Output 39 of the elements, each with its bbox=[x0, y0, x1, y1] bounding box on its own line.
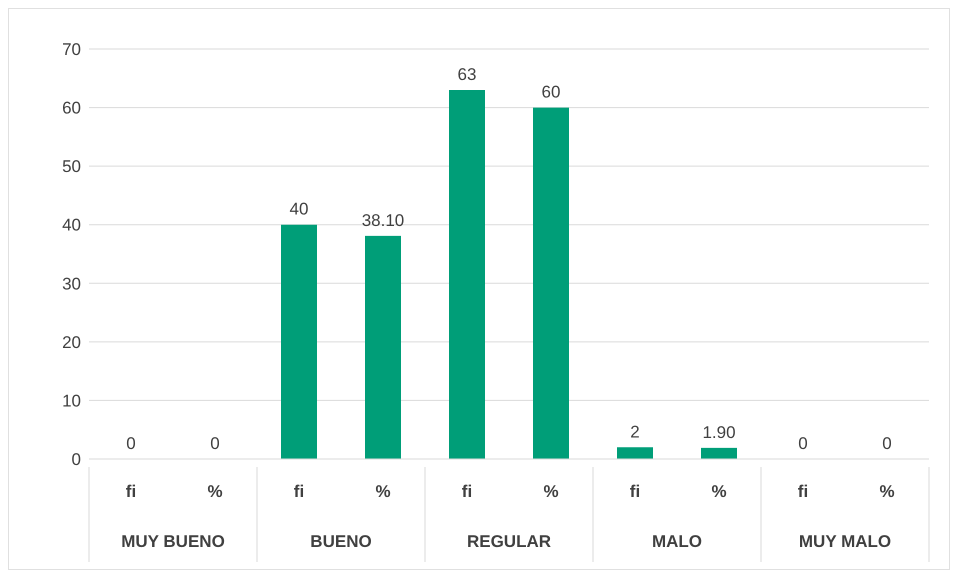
y-tick-label: 0 bbox=[72, 450, 81, 470]
x-tick-label: fi bbox=[294, 482, 304, 501]
x-tick-label: % bbox=[207, 482, 223, 501]
data-label: 60 bbox=[542, 82, 560, 102]
text: REGULAR bbox=[466, 532, 552, 551]
data-label: 40 bbox=[290, 200, 308, 219]
y-tick-label: 10 bbox=[62, 391, 81, 410]
x-tick-label: % bbox=[375, 482, 391, 501]
x-tick-label: % bbox=[711, 482, 727, 501]
data-label: 63 bbox=[458, 65, 476, 84]
x-tick-label: fi bbox=[798, 482, 808, 501]
bar bbox=[281, 224, 317, 459]
y-tick-label: 40 bbox=[62, 216, 81, 235]
x-tick-label: fi bbox=[630, 482, 640, 501]
data-label: 0 bbox=[126, 434, 136, 453]
text: MALO bbox=[652, 532, 702, 551]
bar bbox=[449, 90, 485, 459]
x-tick-label: fi bbox=[462, 482, 472, 501]
data-label: 0 bbox=[882, 434, 892, 453]
data-label: 1.90 bbox=[702, 422, 736, 442]
y-tick-label: 70 bbox=[62, 40, 81, 60]
x-tick-label: % bbox=[543, 482, 559, 501]
text: BUENO bbox=[310, 532, 372, 551]
y-tick-label: 30 bbox=[62, 274, 81, 294]
text: MUY BUENO bbox=[121, 532, 225, 551]
y-tick-label: 60 bbox=[62, 98, 81, 118]
text: MUY MALO bbox=[798, 532, 892, 551]
y-tick-label: 50 bbox=[62, 157, 81, 176]
data-label: 38.10 bbox=[362, 210, 404, 230]
data-label: 2 bbox=[630, 422, 640, 442]
data-label: 0 bbox=[798, 434, 808, 453]
bar bbox=[701, 448, 737, 459]
bar bbox=[617, 447, 653, 459]
y-tick-label: 20 bbox=[62, 332, 81, 352]
x-tick-label: fi bbox=[126, 482, 136, 501]
bar bbox=[365, 236, 401, 459]
data-label: 0 bbox=[210, 434, 220, 453]
x-tick-label: % bbox=[879, 482, 895, 501]
bar bbox=[533, 108, 569, 459]
